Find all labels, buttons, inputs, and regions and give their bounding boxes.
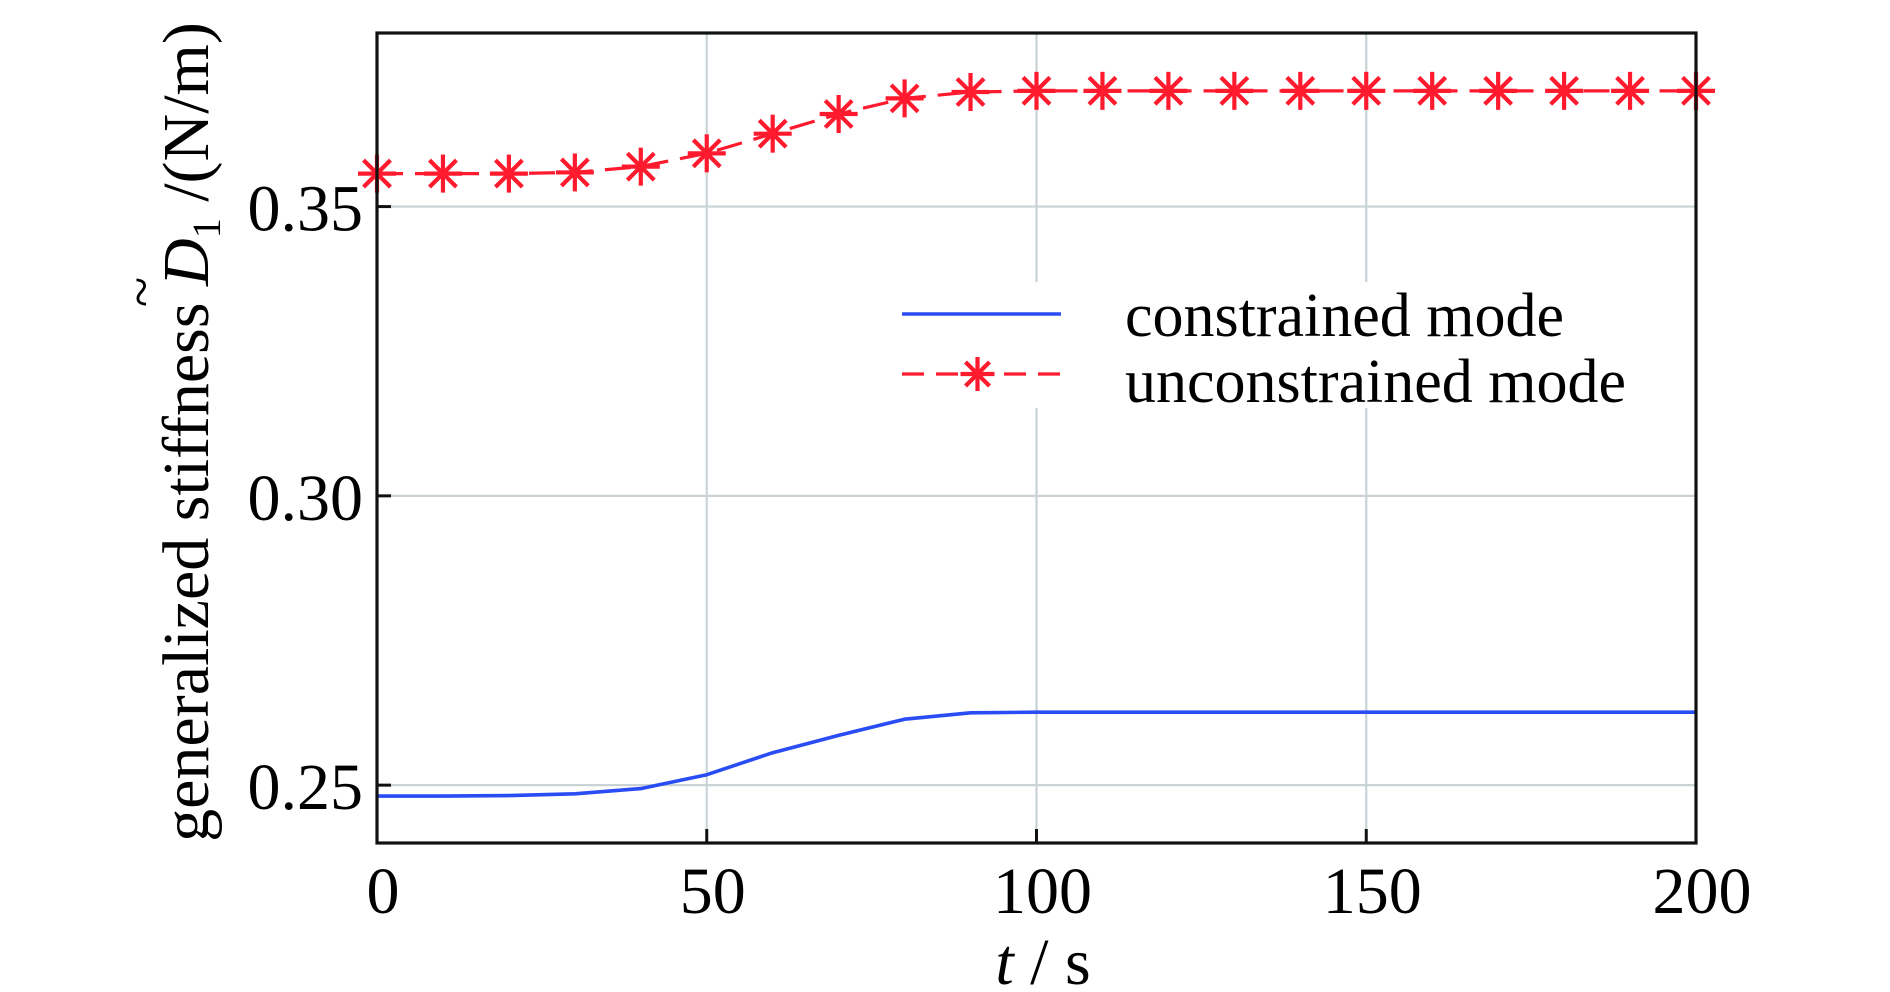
y-tick-label: 0.25 (248, 751, 364, 824)
data-point-marker (1545, 71, 1584, 110)
data-point-marker (423, 154, 462, 193)
marker-stroke (625, 151, 656, 182)
data-point-marker (489, 154, 528, 193)
data-point-marker (1281, 71, 1320, 110)
series-layer (358, 71, 1715, 798)
data-point-marker (1017, 71, 1056, 110)
legend-label-unconstrained: unconstrained mode (1125, 348, 1626, 416)
marker-stroke (1219, 75, 1250, 106)
x-axis-label-unit: / s (1014, 926, 1091, 992)
marker-stroke (559, 157, 590, 188)
marker-stroke (1087, 75, 1118, 106)
x-tick-label: 100 (993, 855, 1092, 928)
x-tick-label: 200 (1653, 855, 1752, 928)
y-axis-label-subscript: 1 (184, 218, 229, 238)
y-axis-label: generalized stiffness D1 /(N/m) ~ (111, 22, 229, 842)
marker-stroke (889, 83, 920, 114)
marker-stroke (1549, 75, 1580, 106)
x-tick-label: 0 (367, 855, 400, 928)
marker-stroke (1417, 75, 1448, 106)
data-point-marker (1215, 71, 1254, 110)
data-point-marker (555, 153, 594, 192)
marker-stroke (823, 99, 854, 129)
y-axis-label-tilde: ~ (111, 277, 173, 307)
legend-background (890, 282, 1680, 408)
marker-stroke (1615, 75, 1645, 106)
x-axis-label-variable: t (995, 926, 1015, 992)
y-axis-label-prefix: generalized stiffness (150, 286, 223, 842)
y-axis-label-variable: D (150, 238, 223, 287)
data-point-marker (1347, 71, 1386, 110)
data-point-marker (1083, 71, 1122, 110)
data-point-marker (819, 95, 858, 133)
y-axis-label-text: generalized stiffness D1 /(N/m) (150, 22, 229, 842)
marker-stroke (691, 138, 722, 169)
data-point-marker (1479, 71, 1518, 110)
data-point-marker (1149, 71, 1188, 110)
marker-stroke (1351, 75, 1382, 106)
series-line-constrained (377, 710, 1696, 798)
data-point-marker (885, 79, 924, 118)
marker-stroke (955, 77, 986, 107)
y-tick-label: 0.30 (248, 462, 364, 535)
legend-swatch-unconstrained (902, 357, 1061, 391)
marker-stroke (1483, 75, 1514, 106)
y-tick-labels: 0.25 0.30 0.35 (248, 173, 364, 825)
y-tick-label: 0.35 (248, 173, 364, 246)
data-point-marker (1413, 71, 1452, 110)
legend: constrained mode unconstrained mode (902, 282, 1626, 416)
y-axis-label-unit: /(N/m) (150, 22, 223, 218)
data-point-marker (1611, 71, 1650, 110)
x-tick-labels: 0 50 100 150 200 (367, 855, 1752, 928)
marker-stroke (1285, 75, 1316, 106)
legend-label-constrained: constrained mode (1125, 282, 1564, 350)
marker-stroke (1021, 75, 1052, 106)
marker-stroke (1153, 75, 1184, 106)
marker-stroke (493, 158, 524, 189)
marker-stroke (757, 118, 788, 149)
x-tick-label: 50 (680, 855, 746, 928)
x-tick-label: 150 (1323, 855, 1422, 928)
data-point-marker (951, 73, 990, 112)
data-point-marker (621, 147, 660, 186)
legend-marker-unconstrained (960, 357, 995, 391)
marker-stroke (963, 360, 992, 388)
data-point-marker (753, 114, 792, 153)
marker-stroke (428, 158, 458, 189)
axes (375, 31, 1698, 845)
data-point-marker (687, 134, 726, 173)
x-axis-label: t / s (995, 926, 1090, 992)
